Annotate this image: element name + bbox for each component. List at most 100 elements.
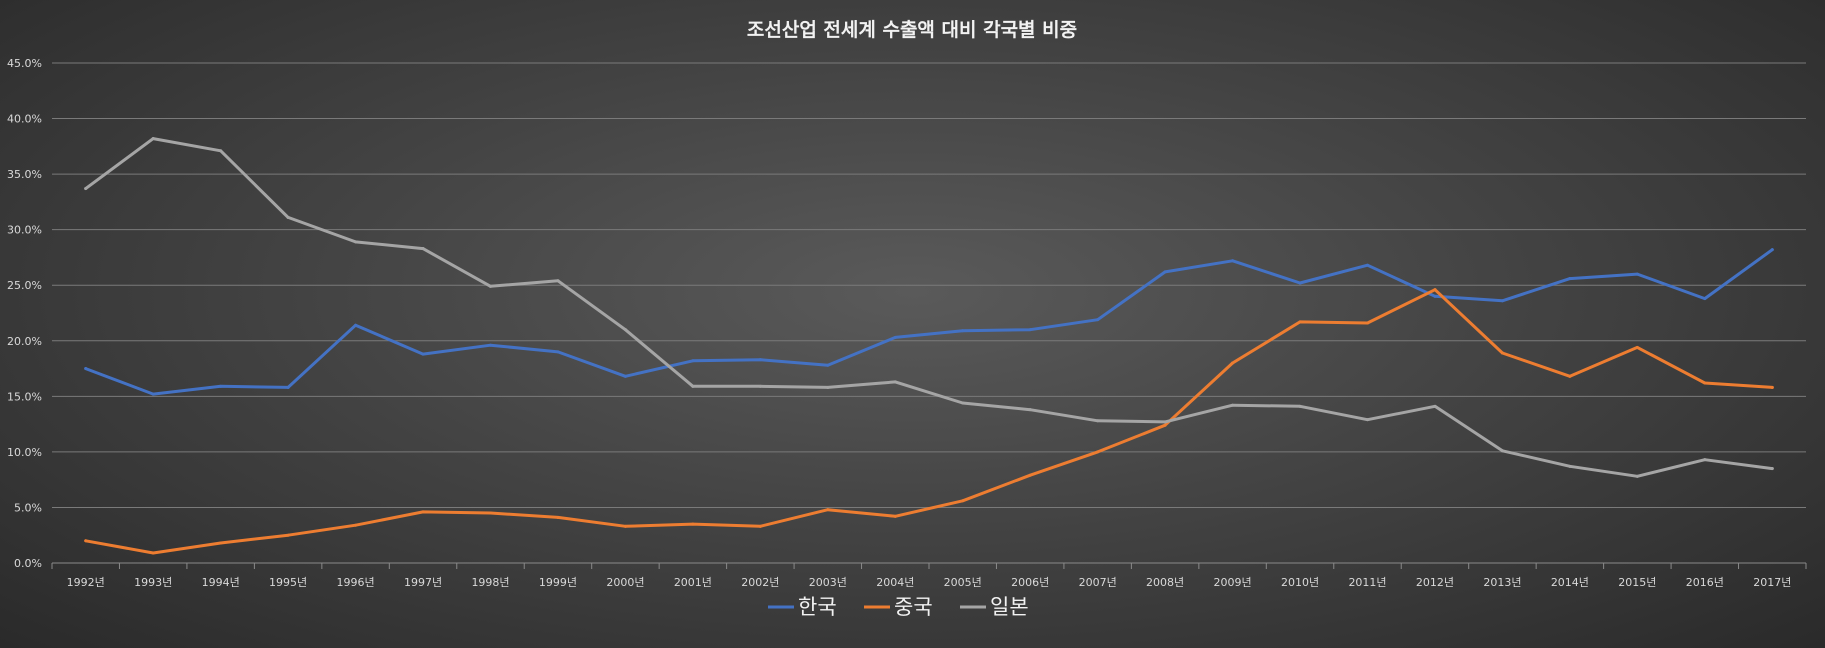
data-point [893, 380, 897, 384]
data-point [84, 187, 88, 191]
y-tick-label: 0.0% [14, 557, 42, 570]
data-point [421, 352, 425, 356]
data-point [1635, 345, 1639, 349]
x-tick-label: 1997년 [404, 576, 442, 589]
y-tick-label: 45.0% [7, 57, 42, 70]
data-point [286, 215, 290, 219]
data-point [1366, 418, 1369, 422]
data-point [826, 385, 830, 389]
data-point [1298, 320, 1302, 324]
data-point [623, 328, 627, 332]
data-point [1635, 474, 1639, 478]
data-point [489, 343, 492, 347]
data-point [826, 508, 830, 512]
x-axis-ticks: 1992년 1993년 1994년 1995년 1996년 1997년 1998년 1999년… [51, 563, 1807, 589]
data-point [84, 539, 88, 543]
y-tick-label: 30.0% [7, 224, 42, 237]
x-tick-label: 2015년 [1618, 576, 1656, 589]
legend-label: 중국 [894, 595, 933, 619]
data-point [1231, 259, 1235, 263]
x-tick-label: 2006년 [1011, 576, 1049, 589]
data-point [1433, 288, 1437, 292]
data-point [1028, 328, 1032, 332]
data-point [1500, 351, 1504, 355]
gridlines [52, 62, 1806, 564]
x-tick-label: 2008년 [1146, 576, 1184, 589]
x-tick-label: 2001년 [674, 576, 712, 589]
data-point [961, 329, 965, 333]
legend-item: 중국 [864, 595, 933, 619]
x-tick-label: 2017년 [1753, 576, 1791, 589]
legend-item: 일본 [960, 595, 1029, 619]
y-tick-label: 5.0% [14, 501, 42, 514]
series-line [84, 137, 1774, 478]
y-tick-label: 20.0% [7, 335, 42, 348]
series-lines [84, 137, 1774, 555]
data-point [691, 522, 695, 526]
data-point [421, 247, 425, 251]
data-point [1298, 281, 1302, 285]
y-tick-label: 15.0% [7, 390, 42, 403]
data-point [1028, 408, 1032, 412]
data-point [691, 384, 695, 388]
x-tick-label: 2007년 [1079, 576, 1117, 589]
data-point [691, 359, 695, 363]
data-point [1366, 263, 1369, 267]
data-point [1770, 385, 1774, 389]
data-point [1568, 374, 1572, 378]
data-point [1096, 450, 1100, 454]
x-tick-label: 2016년 [1686, 576, 1724, 589]
x-tick-label: 2002년 [741, 576, 779, 589]
x-tick-label: 2013년 [1483, 576, 1521, 589]
data-point [623, 374, 627, 378]
data-point [961, 401, 965, 405]
data-point [1028, 473, 1032, 477]
y-tick-label: 35.0% [7, 168, 42, 181]
y-tick-label: 40.0% [7, 113, 42, 126]
data-point [1298, 404, 1302, 408]
data-point [961, 499, 965, 503]
data-point [1096, 419, 1100, 423]
x-tick-label: 1999년 [539, 576, 577, 589]
x-tick-label: 1995년 [269, 576, 307, 589]
data-point [1231, 403, 1235, 407]
data-point [1568, 464, 1572, 468]
x-tick-label: 2010년 [1281, 576, 1319, 589]
x-tick-label: 1992년 [67, 576, 105, 589]
data-point [1703, 381, 1707, 385]
chart-title: 조선산업 전세계 수출액 대비 각국별 비중 [747, 19, 1077, 41]
data-point [354, 523, 358, 527]
data-point [758, 358, 762, 362]
data-point [219, 149, 223, 153]
series-일본 [84, 137, 1774, 478]
data-point [489, 511, 492, 515]
x-tick-label: 1996년 [337, 576, 375, 589]
y-tick-label: 25.0% [7, 279, 42, 292]
data-point [826, 363, 830, 367]
data-point [1163, 420, 1167, 424]
data-point [84, 367, 88, 371]
data-point [354, 323, 358, 327]
data-point [1703, 458, 1707, 462]
legend-label: 한국 [798, 595, 837, 619]
data-point [758, 384, 762, 388]
data-point [219, 541, 223, 545]
data-point [1500, 449, 1504, 453]
data-point [489, 284, 492, 288]
data-point [354, 240, 358, 244]
data-point [1433, 294, 1437, 298]
data-point [758, 524, 762, 528]
data-point [623, 524, 627, 528]
data-point [1366, 321, 1369, 325]
data-point [1770, 467, 1774, 471]
data-point [1163, 423, 1167, 427]
data-point [286, 385, 290, 389]
data-point [421, 510, 425, 514]
x-tick-label: 2000년 [606, 576, 644, 589]
data-point [556, 279, 560, 283]
data-point [556, 515, 560, 519]
data-point [1770, 248, 1774, 252]
data-point [151, 551, 155, 555]
